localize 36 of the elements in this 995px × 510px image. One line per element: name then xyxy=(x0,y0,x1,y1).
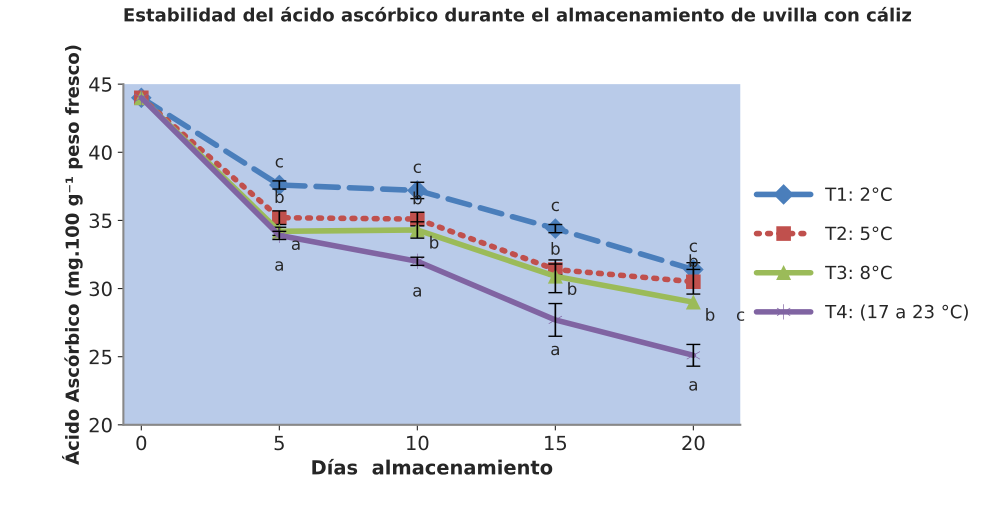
annotation: a xyxy=(551,346,559,356)
annotation: b xyxy=(552,242,560,255)
annotation: c xyxy=(552,202,559,212)
y-tick-label: 45 xyxy=(89,77,112,92)
annotation: b xyxy=(414,192,422,204)
annotation: c xyxy=(736,311,744,321)
legend-label: T1: 2°C xyxy=(825,187,892,202)
x-tick-label: 15 xyxy=(545,436,566,450)
x-tick-label: 10 xyxy=(407,436,428,450)
x-tick-label: 20 xyxy=(682,436,704,450)
annotation: c xyxy=(276,158,283,168)
y-axis-title: Ácido Ascórbico (mg.100 g⁻¹ peso fresco) xyxy=(62,46,83,465)
legend-label: T3: 8°C xyxy=(825,266,892,280)
chart-title: Estabilidad del ácido ascórbico durante el almacenamiento de uvilla con cáliz xyxy=(124,6,912,22)
annotation: b xyxy=(276,190,284,204)
legend-label: T2: 5°C xyxy=(825,226,892,240)
y-tick-label: 40 xyxy=(89,145,112,160)
legend-label: T4: (17 a 23 °C) xyxy=(825,304,968,321)
annotation: a xyxy=(413,287,421,297)
y-tick-label: 35 xyxy=(90,213,112,228)
annotation: a xyxy=(689,381,697,391)
y-tick-label: 30 xyxy=(90,282,112,296)
annotation: b xyxy=(706,308,714,321)
point xyxy=(686,294,701,310)
x-tick-label: 0 xyxy=(136,436,146,450)
x-tick-label: 5 xyxy=(274,436,284,450)
annotation: c xyxy=(690,242,697,252)
annotation: c xyxy=(414,163,421,174)
x-axis-title: Días almacenamiento xyxy=(312,458,552,475)
y-tick-label: 25 xyxy=(90,350,112,364)
annotation: b xyxy=(568,282,576,296)
annotation: b xyxy=(430,236,438,249)
annotation: a xyxy=(292,240,300,250)
y-tick-label: 20 xyxy=(90,418,112,432)
annotation: a xyxy=(275,261,283,271)
annotation: b xyxy=(690,254,698,268)
